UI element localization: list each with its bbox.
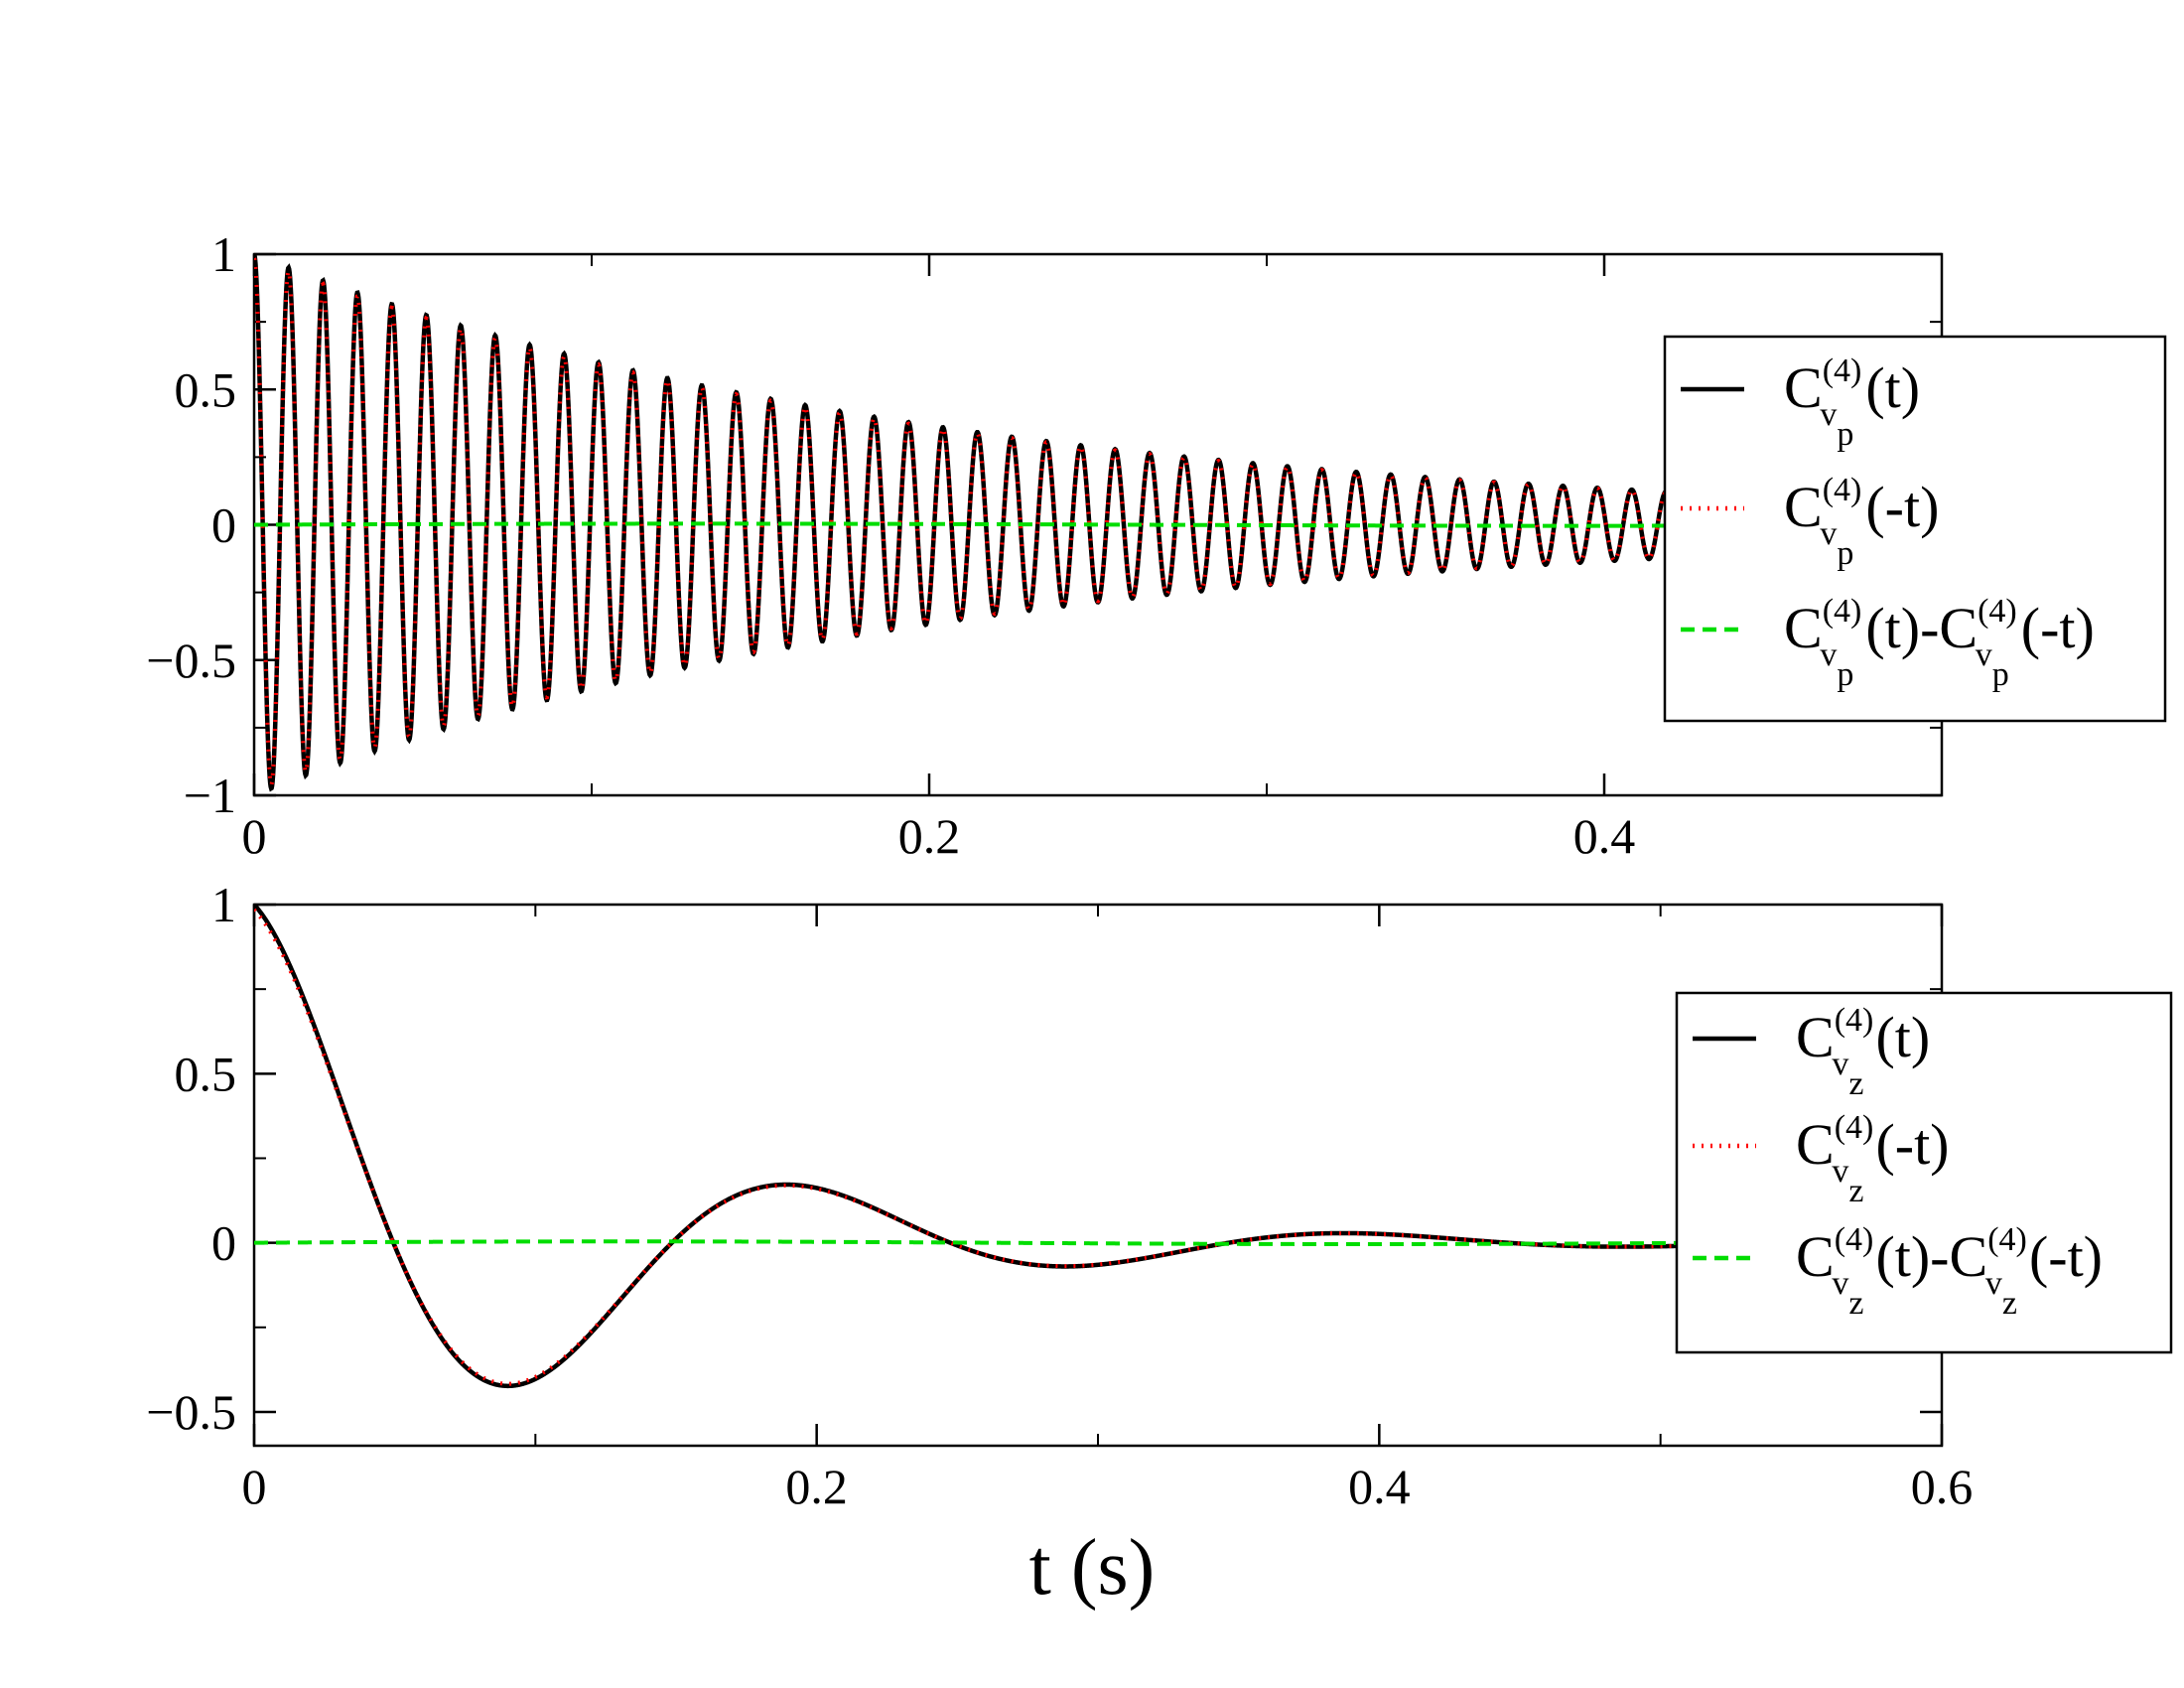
x-axis-title: t (s) — [1029, 1524, 1156, 1612]
legend-subsub: p — [1837, 656, 1853, 693]
y-tick-label: 0 — [211, 497, 236, 553]
legend-subsub: z — [1848, 1065, 1863, 1102]
legend-sub2: v — [1976, 636, 1992, 673]
legend-tail: (-t) — [1865, 475, 1939, 539]
legend-sub: v — [1820, 636, 1837, 673]
legend-sup: (4) — [1823, 352, 1862, 389]
legend-label: C(4) vp (-t) — [1784, 472, 1939, 572]
legend-sym: C — [1784, 475, 1823, 539]
legend-tail: (-t) — [1875, 1112, 1949, 1177]
legend-sym: C — [1796, 1005, 1835, 1069]
legend: C(4) vp(t)C(4) vp(-t)C(4) vp(t)-C(4) vp(-t) — [1663, 335, 2167, 723]
x-tick-label: 0 — [242, 1459, 267, 1514]
legend-sub: v — [1820, 515, 1837, 552]
legend-sym: C — [1796, 1112, 1835, 1177]
legend-label: C(4) vp(t)-C(4) vp(-t) — [1784, 593, 2095, 693]
x-tick-label: 0 — [242, 808, 267, 864]
legend-sup: (4) — [1835, 1109, 1874, 1146]
legend: C(4) vz(t)C(4) vz(-t)C(4) vz(t)-C(4) vz(-t) — [1675, 991, 2173, 1354]
y-tick-label: −1 — [184, 768, 236, 823]
legend-sym: C — [1784, 596, 1823, 660]
legend-subsub: p — [1837, 535, 1853, 572]
y-tick-label: 0 — [211, 1215, 236, 1271]
legend-sub2: v — [1985, 1265, 2002, 1302]
legend-sup: (4) — [1823, 593, 1862, 630]
legend-sub: v — [1820, 396, 1837, 433]
legend-sup: (4) — [1823, 472, 1862, 508]
legend-box — [1663, 335, 2167, 723]
legend-sup: (4) — [1835, 1221, 1874, 1258]
top-panel: 0 0.2 0.410.50−0.5−1C(4) vp(t)C(4) vp(-t)C(4… — [146, 226, 2167, 864]
legend-tail: (-t) — [2021, 596, 2095, 660]
x-tick-label: 0.2 — [785, 1459, 848, 1514]
y-tick-label: −0.5 — [146, 633, 236, 688]
series-reversed-line — [254, 908, 1690, 1386]
y-tick-label: 1 — [211, 226, 236, 282]
legend-tail: (t) — [1875, 1005, 1930, 1069]
legend-box — [1675, 991, 2173, 1354]
legend-label: C(4) vz (t) — [1796, 1002, 1930, 1102]
legend-sup: (4) — [1835, 1002, 1874, 1039]
legend-tail: (t) — [1865, 355, 1920, 420]
x-tick-label: 0.2 — [898, 808, 961, 864]
legend-subsub2: z — [2002, 1285, 2017, 1322]
series-forward-line — [254, 905, 1690, 1389]
series-reversed-line — [254, 257, 1674, 788]
x-tick-label: 0.4 — [1348, 1459, 1411, 1514]
legend-sub: v — [1832, 1046, 1848, 1082]
legend-sym: C — [1796, 1224, 1835, 1289]
legend-subsub2: p — [1992, 656, 2009, 693]
series-forward-line — [254, 254, 1675, 792]
x-tick-label: 0.6 — [1911, 1459, 1974, 1514]
legend-subsub: z — [1848, 1173, 1863, 1209]
bottom-panel: 0 0.2 0.4 0.610.50−0.5C(4) vz(t)C(4) vz(-t)C(… — [146, 877, 2173, 1514]
legend-sub: v — [1832, 1153, 1848, 1190]
y-tick-label: 0.5 — [175, 1046, 237, 1101]
legend-label: C(4) vz (-t) — [1796, 1109, 1950, 1209]
series-difference-line — [254, 521, 1672, 528]
y-tick-label: 0.5 — [175, 361, 237, 417]
legend-label: C(4) vz(t)-C(4) vz(-t) — [1796, 1221, 2103, 1322]
legend-sub: v — [1832, 1265, 1848, 1302]
y-tick-label: 1 — [211, 877, 236, 932]
y-tick-label: −0.5 — [146, 1384, 236, 1440]
legend-sup2: (4) — [1987, 1221, 2027, 1258]
legend-mid: (t)-C — [1875, 1224, 1987, 1289]
legend-tail: (-t) — [2029, 1224, 2103, 1289]
legend-subsub: z — [1848, 1285, 1863, 1322]
legend-sym: C — [1784, 355, 1823, 420]
legend-label: C(4) vp (t) — [1784, 352, 1920, 453]
x-tick-label: 0.4 — [1573, 808, 1636, 864]
legend-sup2: (4) — [1978, 593, 2017, 630]
legend-mid: (t)-C — [1865, 596, 1978, 660]
legend-subsub: p — [1837, 416, 1853, 453]
